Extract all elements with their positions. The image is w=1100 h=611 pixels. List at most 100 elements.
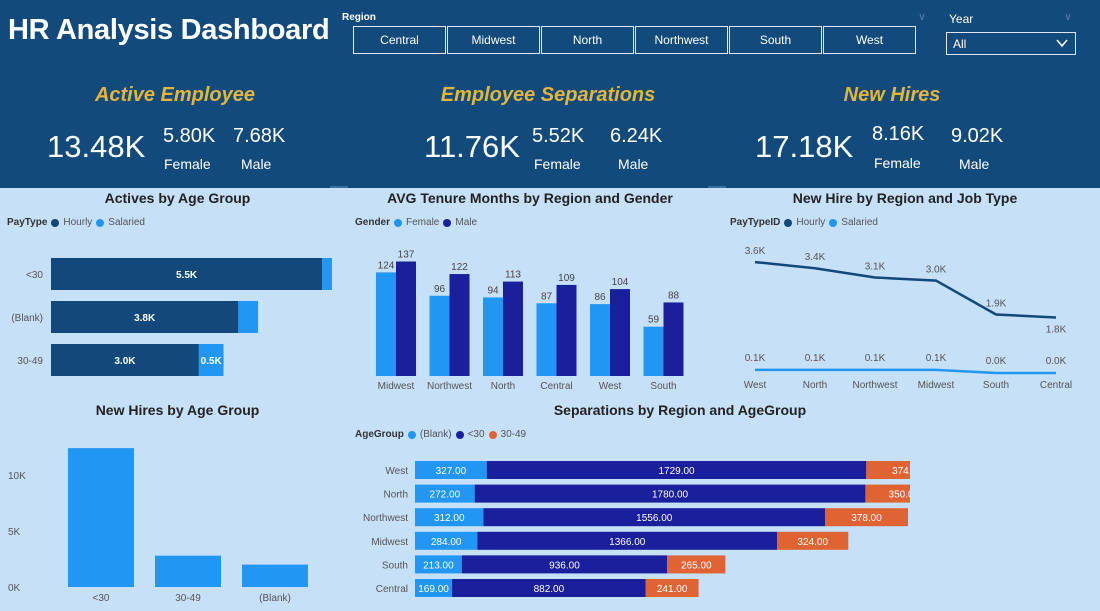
kpi-separations-female-value: 5.52K (532, 125, 585, 147)
y-tick-label: Midwest (371, 537, 408, 548)
bar-blank-south (415, 555, 462, 574)
bar-male-north (503, 281, 523, 376)
kpi-active-title: Active Employee (94, 84, 256, 106)
data-label: 350.00 (889, 490, 910, 501)
y-tick-label: <30 (26, 270, 43, 281)
region-button-north[interactable]: North (541, 26, 634, 54)
bar-male-midwest (396, 261, 416, 376)
bar-blank-midwest (415, 531, 478, 550)
legend-swatch-salaried (829, 218, 838, 227)
legend-label-hourly: Hourly (796, 217, 826, 228)
region-button-west[interactable]: West (823, 26, 916, 54)
bar-30-west (486, 461, 867, 479)
legend-label-female: Female (406, 217, 440, 228)
data-label: 3.0K (926, 265, 947, 276)
legend-label-salaried: Salaried (108, 217, 145, 228)
legend-swatch-blank (407, 430, 416, 439)
kpi-active-male-label: Male (241, 156, 272, 172)
data-label: 1556.00 (636, 513, 673, 524)
kpi-separations-title: Employee Separations (440, 84, 656, 106)
data-label: 0.0K (986, 356, 1007, 367)
x-tick-label: South (983, 380, 1009, 391)
region-button-south[interactable]: South (729, 26, 822, 54)
bar-blank-northwest (415, 508, 484, 527)
bar-female-midwest (376, 272, 396, 376)
line-hourly (754, 260, 1057, 319)
data-label: 94 (487, 285, 499, 296)
data-label: 213.00 (423, 560, 454, 571)
chart-newhire-region[interactable]: 3.6K 3.4K 3.1K 3.0K 1.9K 1.8K 0.1K 0.1K 0.1K 0.1K… (720, 235, 1095, 395)
legend-swatch-hourly (51, 218, 60, 227)
chart-separations[interactable]: West 327.00 1729.00 374.00 North 272.00 1780.0… (350, 455, 910, 605)
legend-swatch-female (394, 218, 403, 227)
x-tick-label: (Blank) (259, 593, 291, 604)
bar-blank (242, 564, 308, 587)
dashboard-title: HR Analysis Dashboard (8, 14, 330, 46)
bar-salaried-blank (238, 301, 259, 333)
x-tick-label: Midwest (918, 380, 955, 391)
y-tick-label: 30-49 (17, 356, 43, 367)
data-label: 86 (594, 292, 606, 303)
bar-female-south (643, 326, 664, 376)
x-tick-label: Midwest (378, 381, 415, 392)
chart-newhires-age[interactable]: 0K 5K 10K <30 30-49 (Blank) (0, 425, 340, 611)
legend-title: AgeGroup (355, 429, 404, 440)
region-button-midwest[interactable]: Midwest (447, 26, 540, 54)
region-button-northwest[interactable]: Northwest (635, 26, 728, 54)
kpi-separations-total: 11.76K (424, 129, 520, 164)
bar-30-49-northwest (825, 508, 908, 527)
data-label: 241.00 (657, 584, 688, 595)
x-tick-label: <30 (93, 593, 110, 604)
year-dropdown-value: All (953, 37, 967, 51)
year-dropdown[interactable]: All (946, 32, 1076, 55)
chart-tenure-legend: Gender Female Male (355, 217, 477, 228)
x-tick-label: Northwest (852, 380, 897, 391)
data-label: 137 (398, 250, 415, 261)
data-label: 272.00 (430, 490, 461, 501)
y-tick-label: North (384, 490, 408, 501)
legend-label-30-49: 30-49 (500, 429, 527, 440)
x-tick-label: West (599, 381, 622, 392)
data-label: 324.00 (797, 537, 828, 548)
data-label: 265.00 (681, 560, 712, 571)
bar-male-west (610, 289, 630, 376)
kpi-active-female-label: Female (164, 156, 211, 172)
data-label: 3.1K (865, 261, 886, 272)
region-button-central[interactable]: Central (353, 26, 446, 54)
data-label: 104 (612, 277, 629, 288)
bar-30-49-west (866, 461, 910, 479)
data-label: 122 (451, 262, 468, 273)
visual-focus-mark (708, 186, 726, 188)
data-label: 169.00 (418, 584, 449, 595)
chart-actives-legend: PayType Hourly Salaried (7, 217, 145, 228)
data-label: 0.0K (1046, 356, 1067, 367)
chart-actives-by-age[interactable]: <30 5.5K (Blank) 3.8K 30-49 3.0K 0.5K (0, 240, 340, 390)
legend-swatch-male (443, 218, 452, 227)
chevron-down-icon (1056, 39, 1068, 48)
legend-title: Gender (355, 217, 391, 228)
x-tick-label: Central (540, 381, 572, 392)
data-label: 1.9K (986, 298, 1007, 309)
bar-male-northwest (449, 274, 470, 376)
legend-title: PayType (7, 217, 48, 228)
chart-separations-title: Separations by Region and AgeGroup (553, 402, 807, 418)
data-label: 0.1K (805, 353, 826, 364)
bar-30-49-central (645, 579, 699, 597)
data-label: 882.00 (534, 584, 565, 595)
bar-30-midwest (477, 531, 778, 550)
year-slicer-chevron-icon[interactable]: ∨ (1064, 11, 1073, 23)
chart-separations-legend: AgeGroup (Blank) <30 30-49 (355, 429, 526, 440)
kpi-newhires-female-label: Female (874, 155, 921, 171)
legend-label-salaried: Salaried (841, 217, 878, 228)
kpi-newhires-male-label: Male (959, 156, 990, 172)
x-tick-label: Central (1040, 380, 1072, 391)
data-label: 312.00 (434, 513, 465, 524)
kpi-active-male-value: 7.68K (233, 125, 286, 147)
data-label: 5.5K (176, 270, 198, 281)
legend-label-hourly: Hourly (63, 217, 93, 228)
x-tick-label: North (803, 380, 827, 391)
data-label: 1.8K (1046, 325, 1067, 336)
region-slicer-chevron-icon[interactable]: ∨ (918, 11, 927, 23)
bar-hourly-30 (51, 258, 323, 290)
